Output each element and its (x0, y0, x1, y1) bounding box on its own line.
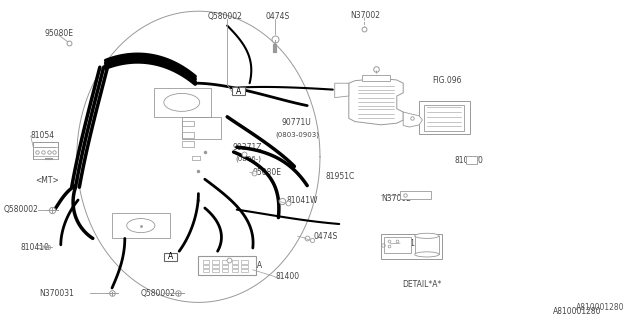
Text: 810410: 810410 (20, 244, 49, 252)
Bar (182, 117, 221, 139)
Bar (232, 260, 238, 264)
Text: <MT>: <MT> (35, 176, 59, 185)
Bar (232, 269, 238, 272)
Bar (212, 269, 219, 272)
Bar (203, 260, 209, 264)
Bar (415, 236, 439, 254)
Text: 810410: 810410 (454, 156, 483, 165)
Bar (154, 88, 211, 117)
Text: Q580002: Q580002 (3, 205, 38, 214)
Text: A810001280: A810001280 (575, 303, 624, 312)
Text: A810001280: A810001280 (553, 308, 602, 316)
Polygon shape (403, 112, 422, 127)
Bar (182, 121, 194, 126)
Bar (182, 132, 194, 138)
Bar (419, 101, 470, 134)
Text: 90771U: 90771U (282, 118, 311, 127)
Ellipse shape (415, 252, 439, 257)
Text: FIG.096: FIG.096 (433, 76, 462, 85)
Bar (362, 75, 390, 81)
Bar (222, 260, 228, 264)
Text: 81400: 81400 (275, 272, 300, 281)
Text: (0803-0903): (0803-0903) (275, 131, 319, 138)
Bar (212, 265, 219, 268)
Text: 81951C: 81951C (325, 172, 355, 181)
Text: N370031: N370031 (40, 289, 74, 298)
Bar (400, 191, 431, 199)
Bar (198, 256, 256, 275)
Bar (232, 265, 238, 268)
Bar (112, 213, 170, 238)
Text: 81054: 81054 (31, 132, 55, 140)
Text: N37002: N37002 (351, 11, 381, 20)
Bar (241, 260, 248, 264)
Text: 0474S: 0474S (266, 12, 290, 21)
Bar (203, 269, 209, 272)
Text: (0806-): (0806-) (236, 156, 262, 162)
Text: 95080E: 95080E (253, 168, 282, 177)
Polygon shape (349, 78, 403, 125)
Text: N37002: N37002 (381, 194, 411, 203)
Text: DETAIL*A*: DETAIL*A* (402, 280, 442, 289)
Ellipse shape (415, 233, 439, 238)
Polygon shape (335, 83, 349, 98)
Bar (232, 87, 245, 95)
Text: Q580002: Q580002 (141, 289, 175, 298)
Bar (381, 234, 442, 259)
Bar (241, 265, 248, 268)
Bar (241, 269, 248, 272)
Text: 82210A: 82210A (234, 261, 263, 270)
Bar (182, 141, 194, 147)
Bar (212, 260, 219, 264)
Bar (384, 237, 411, 253)
Bar (222, 269, 228, 272)
Text: 90371Z: 90371Z (232, 143, 262, 152)
Bar (424, 105, 464, 131)
Bar (466, 156, 477, 164)
Text: 81041W: 81041W (287, 196, 318, 205)
Bar (192, 156, 200, 160)
Bar (33, 142, 58, 159)
Text: A: A (236, 87, 241, 96)
Text: 81931: 81931 (392, 239, 416, 248)
Text: A: A (168, 252, 173, 261)
Bar (222, 265, 228, 268)
Text: 95080E: 95080E (45, 29, 74, 38)
Bar (164, 253, 177, 261)
Bar (203, 265, 209, 268)
Text: Q580002: Q580002 (208, 12, 243, 21)
Text: 0474S: 0474S (314, 232, 338, 241)
